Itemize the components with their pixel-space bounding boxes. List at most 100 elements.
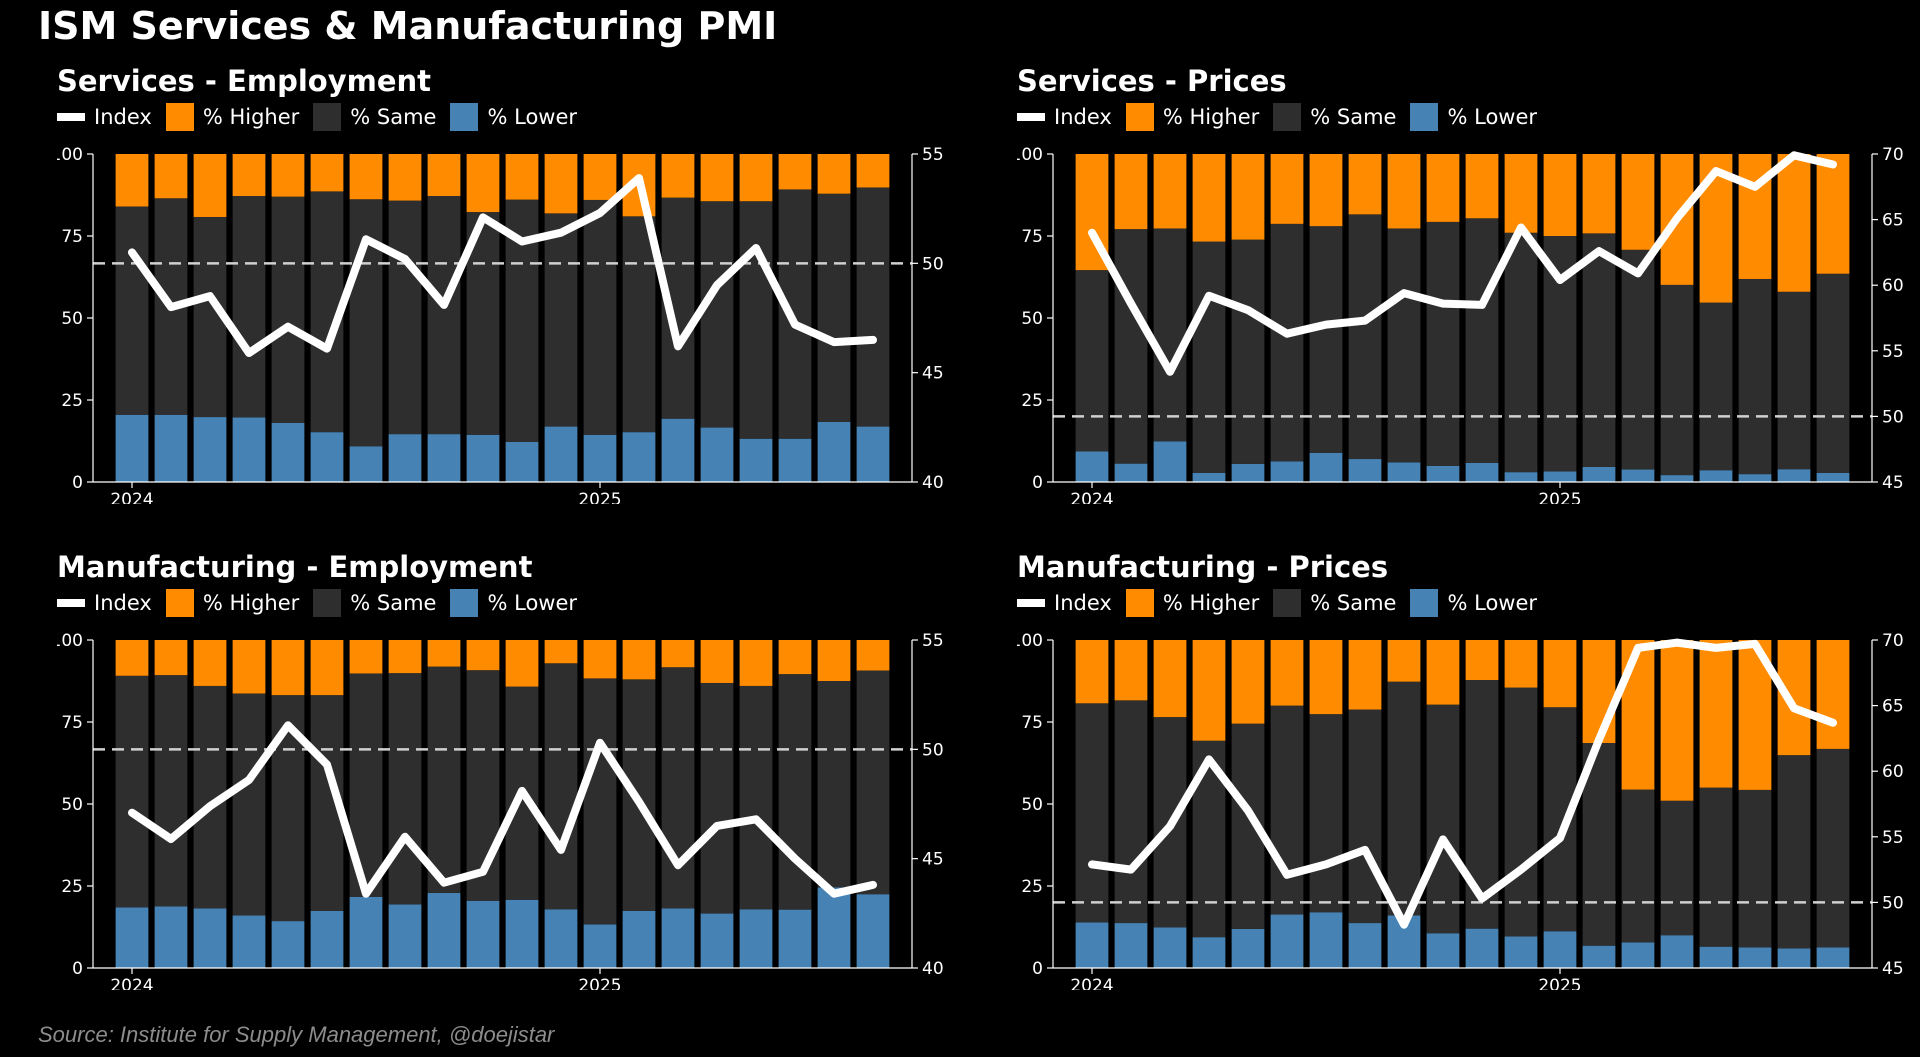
bar-same [115, 675, 149, 908]
legend-swatch-index [57, 113, 85, 121]
y-tick-label-left: 25 [61, 391, 83, 411]
legend-swatch-lower [450, 103, 479, 131]
legend-swatch-higher [165, 589, 194, 617]
bar-higher [349, 640, 383, 674]
bar-higher [1309, 154, 1343, 227]
bar-lower [466, 900, 500, 968]
bar-lower [1348, 923, 1382, 968]
index-line [128, 174, 877, 357]
bar-same [1777, 755, 1811, 949]
index-point [1169, 371, 1171, 373]
legend-item-same: % Same [1273, 589, 1396, 617]
y-tick-label-left: 100 [57, 145, 83, 165]
bar-lower [310, 910, 344, 968]
bar-lower [466, 434, 500, 482]
bar-higher [1621, 640, 1655, 790]
bar-same [817, 681, 851, 888]
bar-same [1582, 233, 1616, 467]
bar-higher [1465, 154, 1499, 219]
legend-item-index: Index [57, 591, 152, 615]
bar-same [1075, 703, 1109, 923]
bar-higher [505, 640, 539, 687]
bar-same [388, 200, 422, 435]
index-point [1715, 170, 1717, 172]
index-point [248, 779, 250, 781]
bar-lower [661, 908, 695, 968]
legend-item-higher: % Higher [1125, 103, 1259, 131]
index-point [1130, 303, 1132, 305]
bar-lower [700, 427, 734, 482]
legend-swatch-higher [1125, 589, 1154, 617]
bar-same [427, 195, 461, 435]
bar-lower [1660, 935, 1694, 968]
index-point [794, 858, 796, 860]
bar-same [1348, 709, 1382, 924]
legend-swatch-same [313, 103, 342, 131]
bar-lower [1777, 469, 1811, 482]
bar-same [1309, 226, 1343, 453]
bar-lower [1270, 461, 1304, 482]
x-tick-label: 2025 [1538, 490, 1581, 504]
index-point [1286, 333, 1288, 335]
bar-higher [1348, 640, 1382, 710]
bar-same [1231, 239, 1265, 464]
bar-higher [1348, 154, 1382, 215]
bar-lower [1465, 928, 1499, 968]
bar-higher [1231, 640, 1265, 724]
index-point [443, 304, 445, 306]
bar-same [1777, 291, 1811, 470]
bar-lower [1504, 472, 1538, 482]
bar-lower [115, 907, 149, 968]
bar-higher [1114, 154, 1148, 230]
bar-same [1504, 232, 1538, 473]
index-line [128, 721, 877, 898]
bar-lower [349, 446, 383, 482]
bar-same [544, 663, 578, 910]
index-point [716, 825, 718, 827]
index-point [1598, 739, 1600, 741]
bar-same [700, 682, 734, 914]
panel-manufacturing-prices: Manufacturing - Prices Index % Higher % … [1017, 550, 1917, 990]
y-tick-label-right: 50 [922, 254, 944, 274]
bar-higher [1504, 154, 1538, 233]
legend: Index % Higher % Same % Lower [57, 588, 591, 618]
x-tick-label: 2025 [578, 976, 621, 990]
y-tick-label-left: 100 [1017, 145, 1043, 165]
index-point [1832, 722, 1834, 724]
index-point [872, 884, 874, 886]
bar-lower [1231, 928, 1265, 968]
bar-lower [154, 414, 188, 482]
bar-lower [1816, 947, 1850, 968]
bar-lower [388, 434, 422, 482]
bar-higher [1816, 154, 1850, 274]
bar-higher [739, 154, 773, 202]
legend: Index % Higher % Same % Lower [1017, 102, 1551, 132]
index-point [1793, 707, 1795, 709]
legend-item-lower: % Lower [450, 103, 577, 131]
index-point [755, 818, 757, 820]
bar-same [427, 666, 461, 893]
bar-same [1699, 302, 1733, 471]
bar-higher [544, 154, 578, 214]
y-tick-label-left: 25 [1021, 391, 1043, 411]
bar-lower [1699, 470, 1733, 482]
index-point [1364, 849, 1366, 851]
legend-swatch-same [313, 589, 342, 617]
bar-higher [1387, 154, 1421, 229]
index-point [521, 240, 523, 242]
bar-lower [193, 417, 227, 482]
chart-plot: 0 25 50 75 100 40 45 50 55 2024 2025 [57, 631, 944, 990]
index-point [755, 247, 757, 249]
bar-lower [1543, 471, 1577, 482]
index-point [1520, 869, 1522, 871]
x-tick-label: 2025 [578, 490, 621, 504]
bar-higher [1192, 640, 1226, 741]
index-point [482, 871, 484, 873]
bar-higher [1114, 640, 1148, 701]
legend-item-same: % Same [313, 589, 436, 617]
index-point [287, 724, 289, 726]
legend-item-higher: % Higher [165, 103, 299, 131]
bar-same [1816, 748, 1850, 948]
legend: Index % Higher % Same % Lower [1017, 588, 1551, 618]
bar-lower [739, 438, 773, 482]
